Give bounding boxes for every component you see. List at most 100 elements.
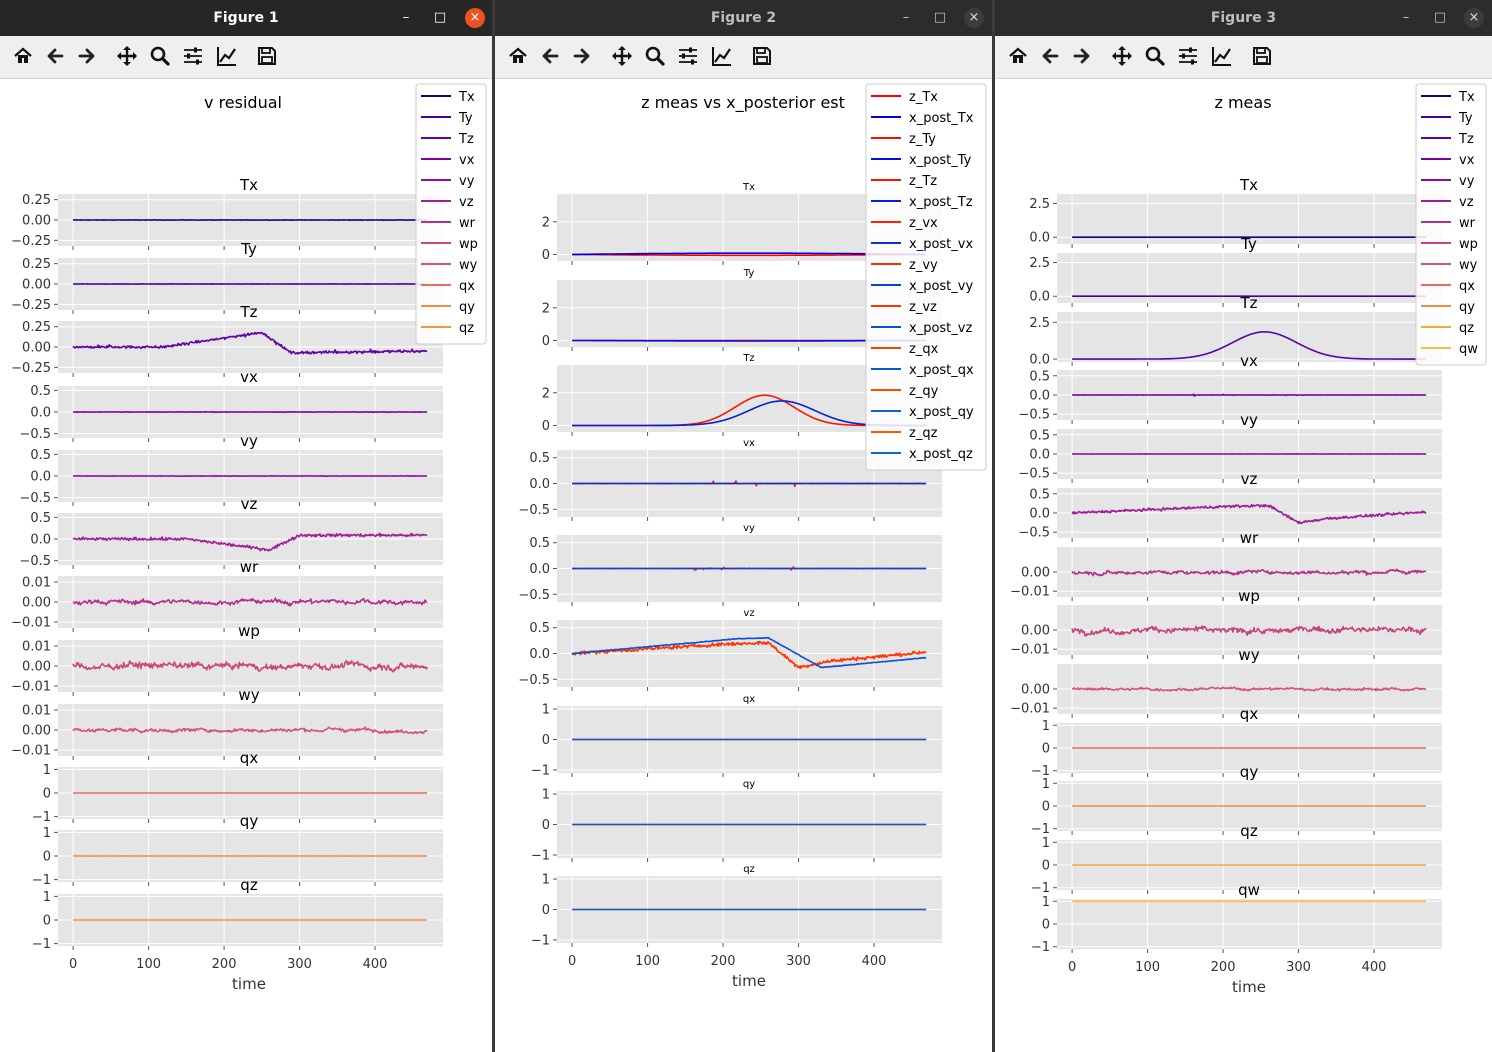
subplot-vz: 0.5 0.0 −0.5 vz — [1018, 470, 1442, 542]
home-button[interactable] — [503, 41, 533, 71]
pan-move-button[interactable] — [112, 41, 142, 71]
forward-arrow-button[interactable] — [1067, 41, 1097, 71]
x-axis-label: time — [732, 972, 766, 990]
figure-canvas[interactable]: z meas2.50.0Tx2.50.0Ty2.50.0Tz0.50.0−0.5… — [995, 78, 1492, 1052]
y-tick-label: 0.00 — [22, 596, 51, 611]
back-arrow-button[interactable] — [1035, 41, 1065, 71]
pan-move-icon — [1112, 46, 1132, 66]
subplot-title: vz — [1241, 470, 1258, 488]
subplot-vx: 0.50.0−0.5vx — [1018, 352, 1442, 424]
subplot-title: qz — [240, 876, 258, 894]
legend-label: z_vz — [909, 300, 937, 315]
y-tick-label: 0.0 — [529, 477, 550, 492]
pan-move-button[interactable] — [1107, 41, 1137, 71]
series-line — [1071, 686, 1427, 692]
y-tick-label: 0 — [542, 733, 550, 748]
subplot-qy: 1 0 −1 qy — [32, 812, 443, 888]
legend[interactable]: z_Tx x_post_Tx z_Ty x_post_Ty z_Tz x_post_Tzz… — [865, 83, 987, 471]
y-tick-label: 0.5 — [529, 536, 550, 551]
series-line — [1072, 331, 1427, 360]
y-tick-label: 0.0 — [1029, 290, 1050, 305]
maximize-button[interactable]: □ — [433, 10, 447, 25]
subplot-vz: 0.5 0.0 −0.5 vz — [518, 608, 942, 691]
edit-axis-button[interactable] — [1207, 41, 1237, 71]
configure-subplots-button[interactable] — [673, 41, 703, 71]
minimize-button[interactable]: – — [402, 10, 410, 25]
back-arrow-button[interactable] — [535, 41, 565, 71]
configure-subplots-button[interactable] — [1173, 41, 1203, 71]
x-tick-label: 100 — [136, 957, 161, 972]
figure-canvas[interactable]: v residual0.250.00−0.25Tx0.250.00−0.25Ty… — [0, 78, 492, 1052]
save-floppy-button[interactable] — [747, 41, 777, 71]
pan-move-button[interactable] — [607, 41, 637, 71]
minimize-button[interactable]: – — [1402, 10, 1410, 25]
y-tick-label: 0.00 — [1021, 566, 1050, 581]
y-tick-label: −0.01 — [1010, 643, 1050, 658]
legend[interactable]: Tx Ty Tz vx vy vz wr wp wy qx qy qz — [415, 83, 487, 345]
home-button[interactable] — [1003, 41, 1033, 71]
subplot-Ty: 2.5 0.0 Ty — [1029, 235, 1442, 307]
maximize-button[interactable]: □ — [933, 10, 947, 25]
y-tick-label: 0 — [542, 248, 550, 263]
series-line — [72, 597, 428, 607]
y-tick-label: 0.0 — [1029, 507, 1050, 522]
edit-axis-button[interactable] — [707, 41, 737, 71]
subplot-title: wy — [238, 686, 259, 704]
zoom-magnifier-button[interactable] — [145, 41, 175, 71]
x-tick-label: 0 — [69, 957, 77, 972]
legend[interactable]: Tx Ty Tz vx vy vz wr wp wy qx qy qz qw — [1415, 83, 1487, 366]
series-line — [571, 636, 927, 669]
subplot-title: qz — [1240, 822, 1258, 840]
forward-arrow-button[interactable] — [567, 41, 597, 71]
configure-subplots-button[interactable] — [178, 41, 208, 71]
zoom-magnifier-button[interactable] — [1140, 41, 1170, 71]
window-titlebar[interactable]: Figure 2 – □ × — [495, 0, 992, 36]
maximize-button[interactable]: □ — [1433, 10, 1447, 25]
subplot-qy: 1 0 −1 qy — [1031, 763, 1442, 837]
minimize-button[interactable]: – — [902, 10, 910, 25]
legend-label: vx — [1459, 153, 1475, 168]
y-tick-label: 1 — [1042, 895, 1050, 910]
subplot-title: Tz — [1239, 294, 1257, 312]
series-line — [571, 640, 927, 670]
subplot-title: wp — [238, 622, 260, 640]
y-tick-label: 0.01 — [22, 576, 51, 591]
y-tick-label: 0 — [43, 787, 51, 802]
save-floppy-icon — [1253, 47, 1271, 65]
figure-canvas[interactable]: z meas vs x_posterior est 2 0 Tx 2 0 Ty 2 0 Tz 0.5… — [495, 78, 992, 1052]
series-line — [1071, 568, 1427, 577]
edit-axis-button[interactable] — [212, 41, 242, 71]
x-tick-label: 400 — [1362, 960, 1387, 975]
close-button[interactable]: × — [964, 8, 984, 28]
save-floppy-button[interactable] — [1247, 41, 1277, 71]
window-titlebar[interactable]: Figure 3 – □ × — [995, 0, 1492, 36]
back-arrow-button[interactable] — [40, 41, 70, 71]
y-tick-label: 0.5 — [1029, 487, 1050, 502]
subplot-Tz: 2.5 0.0 Tz — [1029, 294, 1442, 368]
y-tick-label: 0 — [1042, 918, 1050, 933]
series-line — [1071, 503, 1427, 525]
subplot-title: qw — [1238, 881, 1260, 899]
save-floppy-button[interactable] — [252, 41, 282, 71]
subplot-title: wp — [1238, 587, 1260, 605]
subplot-qy: 1 0 −1 qy — [531, 779, 942, 863]
subplot-wp: 0.01 0.00 −0.01 wp — [11, 622, 443, 696]
window-titlebar[interactable]: Figure 1 – □ × — [0, 0, 492, 36]
close-button[interactable]: × — [1464, 8, 1484, 28]
legend-label: Ty — [1458, 111, 1473, 126]
y-tick-label: 0.0 — [30, 470, 51, 485]
y-tick-label: −0.01 — [11, 616, 51, 631]
subplot-wp: 0.00 −0.01 wp — [1010, 587, 1442, 659]
forward-arrow-button[interactable] — [72, 41, 102, 71]
subplot-title: vx — [1240, 352, 1258, 370]
home-button[interactable] — [8, 41, 38, 71]
legend-label: wp — [1459, 237, 1478, 252]
subplot-qz: 1 0 −1 qz — [1031, 822, 1442, 896]
configure-subplots-icon — [679, 47, 697, 65]
close-button[interactable]: × — [465, 8, 485, 28]
legend-label: z_qz — [909, 426, 938, 441]
zoom-magnifier-button[interactable] — [640, 41, 670, 71]
window-title: Figure 3 — [1210, 10, 1277, 26]
legend-label: z_qy — [909, 384, 939, 399]
legend-box — [1415, 83, 1487, 366]
